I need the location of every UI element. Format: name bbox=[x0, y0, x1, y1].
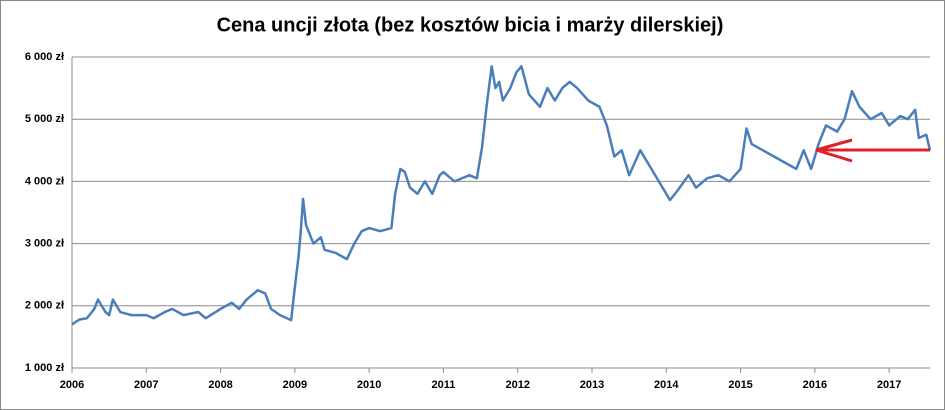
x-tick-label: 2011 bbox=[431, 379, 455, 391]
annotation-arrow bbox=[815, 138, 930, 163]
y-tick-label: 6 000 zł bbox=[25, 51, 64, 63]
y-tick-label: 2 000 zł bbox=[25, 300, 64, 312]
x-tick-label: 2013 bbox=[580, 379, 604, 391]
x-tick-label: 2014 bbox=[654, 379, 679, 391]
x-tick-label: 2016 bbox=[803, 379, 827, 391]
x-tick-label: 2006 bbox=[60, 379, 84, 391]
x-tick-label: 2012 bbox=[505, 379, 529, 391]
y-tick-label: 4 000 zł bbox=[25, 175, 64, 187]
y-tick-label: 5 000 zł bbox=[25, 113, 64, 125]
y-tick-label: 1 000 zł bbox=[25, 362, 64, 374]
series-line bbox=[71, 65, 932, 326]
x-tick-label: 2007 bbox=[134, 379, 158, 391]
x-tick-label: 2009 bbox=[283, 379, 307, 391]
y-tick-label: 3 000 zł bbox=[25, 238, 64, 250]
x-tick-label: 2017 bbox=[877, 379, 901, 391]
x-tick-label: 2010 bbox=[357, 379, 381, 391]
x-tick-label: 2015 bbox=[728, 379, 752, 391]
chart-title: Cena uncji złota (bez kosztów bicia i ma… bbox=[217, 14, 724, 36]
x-tick-label: 2008 bbox=[208, 379, 232, 391]
